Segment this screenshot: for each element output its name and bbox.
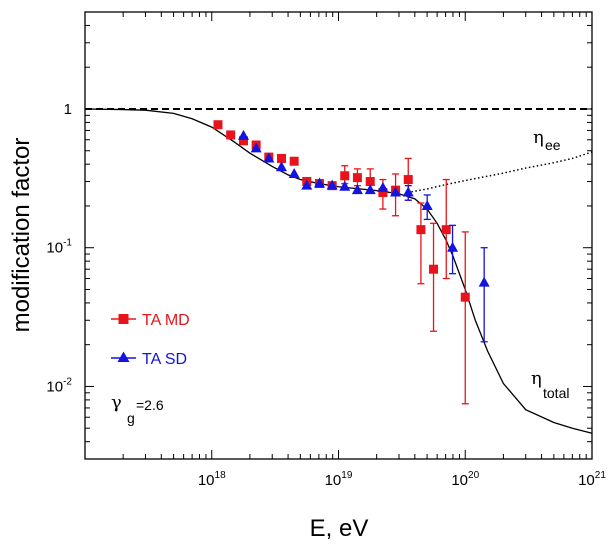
data-point-triangle xyxy=(275,161,287,172)
series-ta-sd xyxy=(237,129,490,343)
legend-marker-ta-sd xyxy=(117,351,130,362)
data-point-triangle xyxy=(250,142,262,153)
data-point-triangle xyxy=(326,179,338,190)
data-point-triangle xyxy=(364,184,376,195)
x-axis-label: E, eV xyxy=(310,515,369,542)
data-point-square xyxy=(365,177,375,187)
eta-ee-subscript: ee xyxy=(545,137,561,153)
data-point-triangle xyxy=(447,241,459,252)
curve-eta-total xyxy=(84,108,593,434)
data-point-square xyxy=(441,225,451,235)
data-point-square xyxy=(352,173,362,183)
eta-total-symbol: η xyxy=(531,368,542,389)
x-tick-label: 1020 xyxy=(451,470,479,489)
data-point-triangle xyxy=(263,152,275,163)
legend: TA MD TA SD xyxy=(111,312,190,368)
data-point-square xyxy=(403,175,413,185)
data-point-triangle xyxy=(313,177,325,188)
series-ta-md xyxy=(213,120,470,405)
data-point-square xyxy=(340,171,350,181)
data-point-triangle xyxy=(421,199,433,210)
x-tick-label: 1018 xyxy=(198,470,226,489)
y-tick-label: 10-2 xyxy=(46,376,72,395)
plot-content xyxy=(84,107,593,434)
data-point-square xyxy=(276,153,286,163)
data-point-triangle xyxy=(237,129,249,140)
data-point-triangle xyxy=(301,179,313,190)
gamma-annotation: γ g =2.6 xyxy=(111,392,164,426)
data-point-square xyxy=(416,225,426,235)
y-tick-label: 1 xyxy=(64,101,72,118)
data-point-square xyxy=(238,136,248,146)
data-point-triangle xyxy=(288,167,300,178)
data-point-triangle xyxy=(402,186,414,197)
gamma-symbol: γ xyxy=(111,392,122,413)
eta-total-annotation: η total xyxy=(531,368,569,401)
eta-ee-annotation: η ee xyxy=(533,127,561,153)
data-point-triangle xyxy=(351,184,363,195)
data-point-square xyxy=(289,156,299,166)
axis-tick-labels: 1018 1019 1020 1021 1 10-1 10-2 xyxy=(46,101,606,489)
eta-ee-symbol: η xyxy=(533,127,544,148)
curve-eta-ee xyxy=(407,151,593,194)
data-point-square xyxy=(429,264,439,274)
legend-label-ta-md: TA MD xyxy=(142,312,190,329)
legend-entry-ta-md: TA MD xyxy=(111,312,190,329)
x-tick-label: 1021 xyxy=(578,470,606,489)
data-point-square xyxy=(226,130,236,140)
plot-frame xyxy=(84,11,593,460)
data-point-triangle xyxy=(478,276,490,287)
y-axis-label: modification factor xyxy=(8,138,35,333)
legend-marker-ta-md xyxy=(118,314,129,324)
data-point-triangle xyxy=(377,181,389,192)
gamma-subscript: g xyxy=(127,410,135,426)
data-point-triangle xyxy=(339,180,351,191)
data-point-square xyxy=(378,188,388,198)
axis-ticks xyxy=(84,11,592,460)
eta-total-subscript: total xyxy=(543,385,569,401)
y-tick-label: 10-1 xyxy=(46,238,72,257)
data-point-square xyxy=(213,120,223,130)
legend-entry-ta-sd: TA SD xyxy=(111,351,187,368)
data-point-square xyxy=(460,292,470,302)
data-point-triangle xyxy=(390,186,402,197)
legend-label-ta-sd: TA SD xyxy=(142,351,187,368)
x-tick-label: 1019 xyxy=(325,470,353,489)
gamma-value: =2.6 xyxy=(136,397,164,413)
